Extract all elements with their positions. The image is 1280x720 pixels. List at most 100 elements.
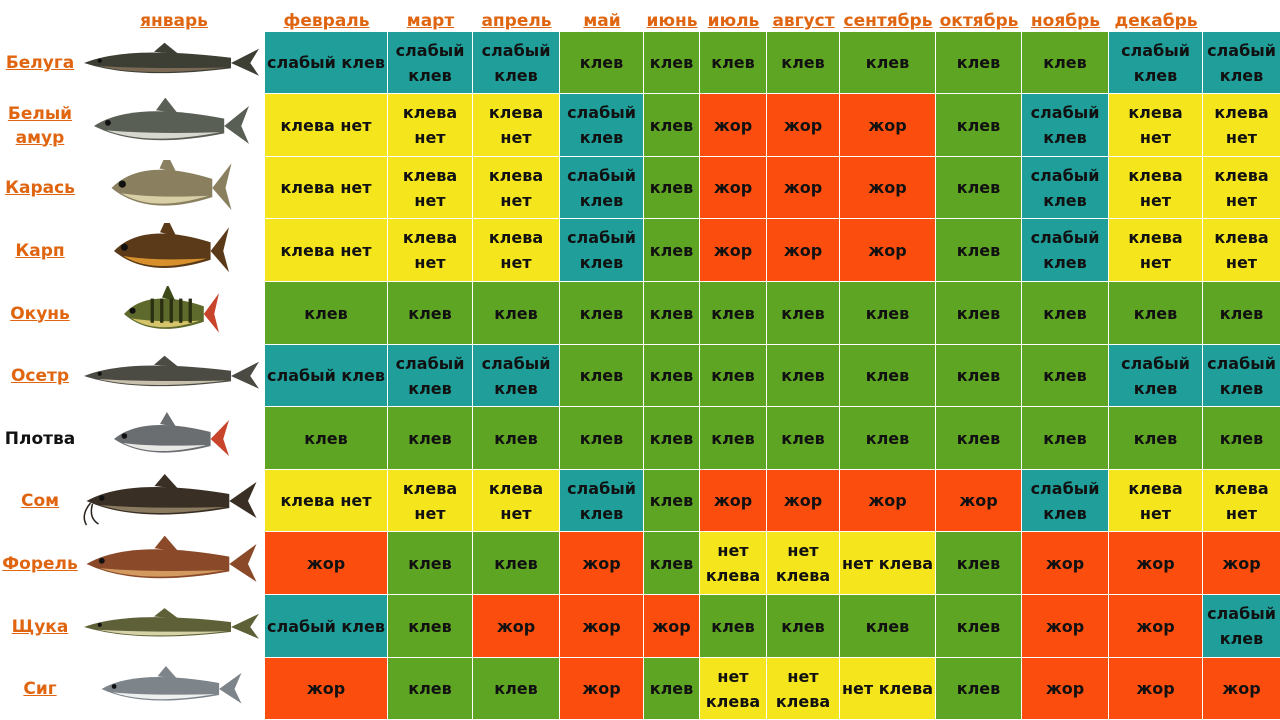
calendar-cell: клева нет (388, 470, 473, 532)
month-header-5[interactable]: май (583, 11, 621, 31)
calendar-cell: клев (936, 532, 1022, 595)
calendar-cell: клев (644, 345, 700, 407)
calendar-cell: клев (560, 407, 644, 470)
crucian-fish-icon (80, 157, 263, 219)
calendar-cell: клев (1109, 282, 1203, 345)
calendar-cell: жор (936, 470, 1022, 532)
calendar-cell: клева нет (1109, 470, 1203, 532)
month-header-4[interactable]: апрель (481, 11, 552, 31)
month-header-6[interactable]: июнь (646, 11, 698, 31)
calendar-cell: жор (265, 658, 388, 720)
calendar-cell: слабый клев (1203, 345, 1280, 407)
calendar-cell: жор (700, 94, 767, 157)
calendar-cell: клев (644, 658, 700, 720)
fish-name-link[interactable]: Карась (5, 178, 75, 198)
calendar-cell: клев (936, 32, 1022, 94)
catfish-fish-icon (80, 470, 263, 532)
calendar-cell: клев (644, 470, 700, 532)
calendar-cell: слабый клев (265, 345, 388, 407)
calendar-cell: клев (388, 595, 473, 658)
whitefish-fish-icon (80, 658, 263, 720)
calendar-cell: клев (936, 282, 1022, 345)
calendar-cell: клев (700, 282, 767, 345)
calendar-cell: жор (1022, 532, 1109, 595)
calendar-cell: клев (644, 157, 700, 219)
calendar-cell: клев (473, 532, 560, 595)
calendar-cell: жор (700, 219, 767, 282)
month-header-7[interactable]: июль (707, 11, 760, 31)
calendar-cell: клев (388, 282, 473, 345)
month-header-1[interactable]: январь (140, 11, 208, 31)
calendar-cell: клев (936, 345, 1022, 407)
sturgeon-fish-icon (80, 345, 263, 407)
calendar-cell: нет клева (700, 658, 767, 720)
calendar-cell: клева нет (1203, 94, 1280, 157)
calendar-cell: клев (560, 282, 644, 345)
fish-name-link: Плотва (4, 428, 76, 449)
calendar-cell: клев (1022, 345, 1109, 407)
calendar-cell: слабый клев (265, 32, 388, 94)
month-header-11[interactable]: ноябрь (1030, 11, 1101, 31)
fish-name-link[interactable]: Щука (11, 616, 69, 637)
calendar-cell: жор (473, 595, 560, 658)
fish-name-link[interactable]: Окунь (10, 303, 70, 324)
fish-name-link[interactable]: Белуга (5, 53, 75, 73)
calendar-cell: жор (767, 470, 840, 532)
month-header-9[interactable]: сентябрь (843, 11, 933, 31)
calendar-cell: клева нет (388, 94, 473, 157)
fish-name-link[interactable]: Сиг (23, 679, 57, 699)
calendar-cell: слабый клев (560, 470, 644, 532)
calendar-cell: клев (388, 658, 473, 720)
calendar-cell: жор (1022, 595, 1109, 658)
calendar-cell: клев (1022, 32, 1109, 94)
calendar-cell: слабый клев (388, 32, 473, 94)
month-header-2[interactable]: февраль (283, 11, 370, 31)
calendar-cell: клев (473, 658, 560, 720)
calendar-cell: клева нет (388, 219, 473, 282)
fish-name-link[interactable]: Осетр (10, 366, 70, 386)
calendar-cell: слабый клев (1203, 32, 1280, 94)
calendar-cell: клев (767, 32, 840, 94)
calendar-cell: нет клева (700, 532, 767, 595)
calendar-cell: клев (644, 532, 700, 595)
calendar-cell: слабый клев (265, 595, 388, 658)
calendar-cell: слабый клев (388, 345, 473, 407)
fish-name-link[interactable]: Сом (20, 491, 60, 511)
calendar-cell: жор (700, 157, 767, 219)
calendar-cell: клева нет (1203, 470, 1280, 532)
calendar-cell: жор (767, 94, 840, 157)
calendar-cell: клев (644, 219, 700, 282)
calendar-cell: жор (1203, 532, 1280, 595)
calendar-cell: жор (840, 94, 936, 157)
calendar-cell: клева нет (265, 219, 388, 282)
calendar-cell: клева нет (1109, 94, 1203, 157)
calendar-cell: клев (700, 32, 767, 94)
fish-name-link[interactable]: Карп (15, 240, 65, 261)
calendar-cell: клев (644, 407, 700, 470)
calendar-cell: нет клева (767, 658, 840, 720)
calendar-cell: жор (1203, 658, 1280, 720)
calendar-cell: слабый клев (560, 94, 644, 157)
calendar-cell: слабый клев (560, 157, 644, 219)
calendar-cell: клев (840, 345, 936, 407)
calendar-cell: клев (936, 219, 1022, 282)
trout-fish-icon (80, 532, 263, 595)
calendar-cell: жор (767, 157, 840, 219)
calendar-cell: клев (840, 32, 936, 94)
month-header-8[interactable]: август (772, 11, 835, 31)
carp-fish-icon (80, 219, 263, 282)
calendar-cell: слабый клев (1203, 595, 1280, 658)
grass-carp-fish-icon (80, 94, 263, 157)
calendar-cell: жор (840, 219, 936, 282)
month-header-10[interactable]: октябрь (939, 11, 1019, 31)
calendar-cell: клев (1203, 407, 1280, 470)
calendar-cell: клев (936, 407, 1022, 470)
fish-name-link[interactable]: Белый амур (7, 103, 73, 148)
calendar-cell: клева нет (473, 157, 560, 219)
month-header-3[interactable]: март (406, 11, 455, 31)
calendar-cell: клева нет (473, 94, 560, 157)
calendar-cell: клев (265, 407, 388, 470)
fish-name-link[interactable]: Форель (2, 553, 78, 574)
month-header-12[interactable]: декабрь (1114, 11, 1198, 31)
calendar-cell: клев (700, 595, 767, 658)
